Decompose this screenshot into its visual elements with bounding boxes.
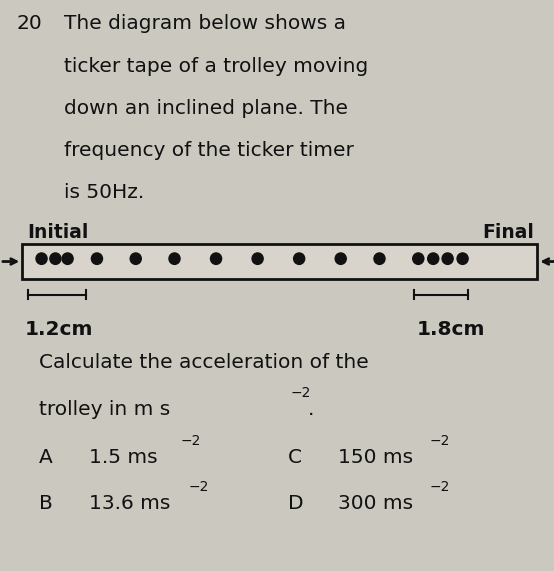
Text: is 50Hz.: is 50Hz. (64, 183, 144, 202)
Circle shape (130, 253, 141, 264)
Text: Final: Final (483, 223, 535, 242)
Text: −2: −2 (188, 480, 209, 494)
Circle shape (211, 253, 222, 264)
Text: frequency of the ticker timer: frequency of the ticker timer (64, 141, 353, 160)
Circle shape (252, 253, 263, 264)
Text: The diagram below shows a: The diagram below shows a (64, 14, 346, 33)
Text: −2: −2 (291, 386, 311, 400)
Text: 1.2cm: 1.2cm (25, 320, 94, 339)
Circle shape (335, 253, 346, 264)
Text: −2: −2 (429, 480, 450, 494)
Circle shape (169, 253, 180, 264)
Text: A: A (39, 448, 53, 467)
Circle shape (442, 253, 453, 264)
Bar (22, 244, 537, 279)
Text: −2: −2 (180, 434, 201, 448)
Circle shape (50, 253, 61, 264)
Circle shape (294, 253, 305, 264)
Circle shape (36, 253, 47, 264)
Text: B: B (39, 494, 53, 513)
Text: .: . (307, 400, 314, 419)
Text: 150 ms: 150 ms (338, 448, 413, 467)
Circle shape (457, 253, 468, 264)
Text: D: D (288, 494, 304, 513)
Text: trolley in m s: trolley in m s (39, 400, 170, 419)
Circle shape (374, 253, 385, 264)
Text: down an inclined plane. The: down an inclined plane. The (64, 99, 348, 118)
Text: −2: −2 (429, 434, 450, 448)
Text: Calculate the acceleration of the: Calculate the acceleration of the (39, 353, 368, 372)
Circle shape (62, 253, 73, 264)
Circle shape (428, 253, 439, 264)
Text: 20: 20 (17, 14, 42, 33)
Circle shape (91, 253, 102, 264)
Text: 13.6 ms: 13.6 ms (89, 494, 170, 513)
Text: C: C (288, 448, 302, 467)
Text: 1.8cm: 1.8cm (417, 320, 486, 339)
Text: ticker tape of a trolley moving: ticker tape of a trolley moving (64, 57, 368, 75)
Text: Initial: Initial (28, 223, 89, 242)
Circle shape (413, 253, 424, 264)
Text: 300 ms: 300 ms (338, 494, 413, 513)
Text: 1.5 ms: 1.5 ms (89, 448, 157, 467)
